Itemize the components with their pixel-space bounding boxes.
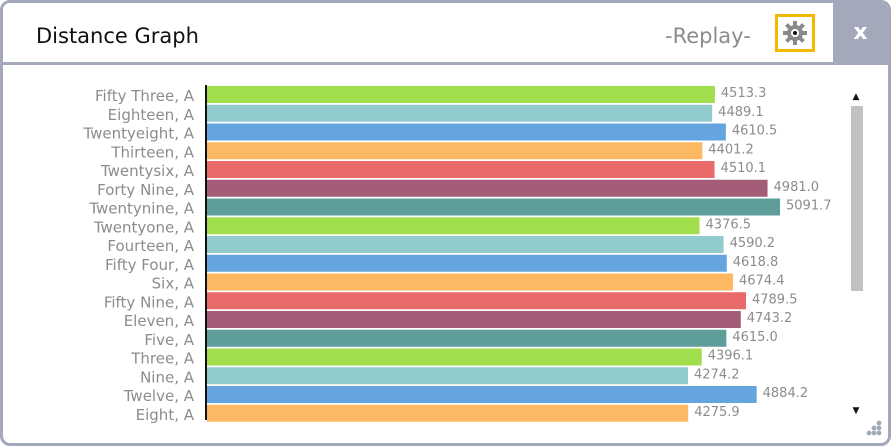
value-label: 4610.5 <box>732 124 778 139</box>
category-label: Three, A <box>130 350 195 368</box>
category-label: Twentyone, A <box>93 218 195 236</box>
bar[interactable] <box>207 217 700 235</box>
category-label: Fifty Nine, A <box>104 293 195 311</box>
value-label: 4674.4 <box>739 274 785 289</box>
bar[interactable] <box>207 311 741 328</box>
settings-button[interactable] <box>775 14 815 52</box>
value-label: 4274.2 <box>694 367 740 382</box>
category-label: Twentysix, A <box>100 162 195 180</box>
category-label: Eight, A <box>136 406 195 423</box>
replay-mode-label: -Replay- <box>665 24 751 48</box>
category-label: Fifty Three, A <box>95 87 195 105</box>
bar[interactable] <box>207 104 713 122</box>
category-label: Forty Nine, A <box>97 181 195 199</box>
bar[interactable] <box>207 236 724 253</box>
bar[interactable] <box>207 161 715 178</box>
gear-icon <box>783 21 807 45</box>
category-label: Twentynine, A <box>88 200 194 218</box>
value-label: 4884.2 <box>763 386 809 401</box>
bar[interactable] <box>207 367 689 385</box>
value-label: 4513.3 <box>721 86 767 101</box>
value-label: 4789.5 <box>752 292 798 307</box>
value-label: 4981.0 <box>774 180 820 195</box>
bar[interactable] <box>207 329 727 347</box>
value-label: 4510.1 <box>721 161 767 176</box>
category-label: Fifty Four, A <box>105 256 195 274</box>
title-bar: Distance Graph -Replay- x <box>3 3 888 65</box>
bar[interactable] <box>207 254 727 272</box>
bar[interactable] <box>207 404 689 422</box>
scrollbar-thumb[interactable] <box>851 106 863 291</box>
category-label: Six, A <box>152 275 195 293</box>
bar[interactable] <box>207 142 703 160</box>
bar[interactable] <box>207 179 768 197</box>
bar[interactable] <box>207 123 726 141</box>
value-label: 5091.7 <box>786 199 832 214</box>
category-label: Five, A <box>144 331 194 349</box>
bar[interactable] <box>207 273 734 291</box>
value-label: 4743.2 <box>747 311 793 326</box>
category-label: Twelve, A <box>123 387 195 405</box>
category-label: Twentyeight, A <box>82 125 194 143</box>
resize-grip-icon[interactable] <box>865 419 883 437</box>
scrollbar-track[interactable] <box>851 106 863 396</box>
value-label: 4401.2 <box>708 142 754 157</box>
bar[interactable] <box>207 292 746 310</box>
bar[interactable] <box>207 198 780 216</box>
bar[interactable] <box>207 348 702 366</box>
value-label: 4489.1 <box>718 105 764 120</box>
triangle-down-icon[interactable]: ▼ <box>852 406 860 416</box>
close-button[interactable]: x <box>833 3 888 62</box>
value-label: 4396.1 <box>708 349 754 364</box>
window-title: Distance Graph <box>36 24 199 48</box>
category-label: Fourteen, A <box>107 237 194 255</box>
category-label: Eighteen, A <box>108 106 195 124</box>
triangle-up-icon[interactable]: ▲ <box>852 92 860 102</box>
category-label: Nine, A <box>140 368 195 386</box>
category-label: Eleven, A <box>124 312 195 330</box>
value-label: 4590.2 <box>730 236 776 251</box>
value-label: 4376.5 <box>706 217 752 232</box>
category-label: Thirteen, A <box>110 143 194 161</box>
value-label: 4275.9 <box>694 405 740 420</box>
bar[interactable] <box>207 386 757 403</box>
bar[interactable] <box>207 86 715 103</box>
distance-bar-chart: Fifty Three, A 4513.3 Eighteen, A 4489.1 Twe… <box>82 85 832 423</box>
value-label: 4615.0 <box>732 330 778 345</box>
value-label: 4618.8 <box>733 255 779 270</box>
